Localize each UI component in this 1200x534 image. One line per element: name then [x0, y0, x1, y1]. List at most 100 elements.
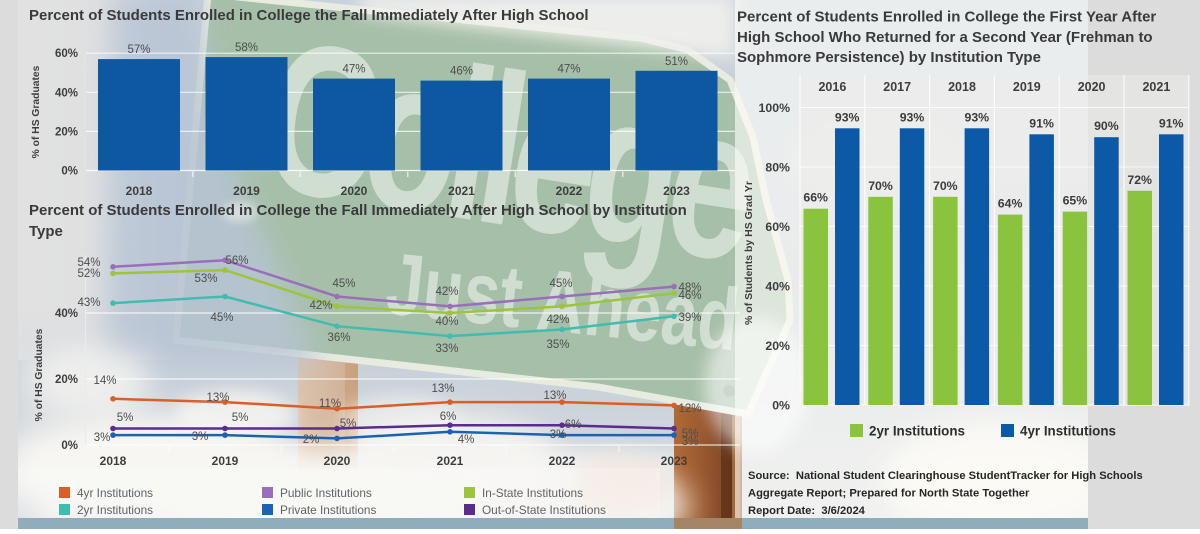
- svg-text:100%: 100%: [759, 101, 791, 115]
- svg-text:13%: 13%: [543, 390, 566, 402]
- svg-text:% of Students by HS Grad Yr: % of Students by HS Grad Yr: [743, 181, 755, 325]
- svg-text:5%: 5%: [340, 418, 357, 430]
- svg-text:2023: 2023: [661, 454, 688, 468]
- svg-text:42%: 42%: [546, 314, 569, 326]
- svg-text:60%: 60%: [55, 48, 78, 60]
- svg-text:66%: 66%: [803, 191, 828, 205]
- svg-text:0%: 0%: [772, 399, 790, 413]
- svg-text:93%: 93%: [900, 110, 925, 124]
- svg-text:40%: 40%: [55, 308, 78, 320]
- svg-text:48%: 48%: [678, 282, 701, 294]
- svg-text:40%: 40%: [435, 316, 458, 328]
- svg-text:54%: 54%: [77, 257, 100, 269]
- svg-text:2016: 2016: [818, 80, 846, 94]
- svg-text:Percent of Students Enrolled i: Percent of Students Enrolled in College …: [29, 7, 589, 24]
- svg-text:2018: 2018: [100, 454, 127, 468]
- svg-text:12%: 12%: [678, 403, 701, 415]
- svg-text:5%: 5%: [682, 428, 699, 440]
- svg-text:3%: 3%: [192, 431, 209, 443]
- svg-text:2018: 2018: [126, 184, 153, 198]
- svg-text:20%: 20%: [55, 374, 78, 386]
- svg-text:80%: 80%: [765, 161, 790, 175]
- svg-text:0%: 0%: [61, 440, 78, 452]
- svg-text:Percent of Students Enrolled i: Percent of Students Enrolled in College …: [29, 202, 687, 219]
- svg-text:46%: 46%: [450, 66, 473, 78]
- svg-text:93%: 93%: [964, 110, 989, 124]
- svg-text:47%: 47%: [557, 64, 580, 76]
- svg-text:35%: 35%: [546, 339, 569, 351]
- svg-text:Source: National Student Clea: Source: National Student Clearinghouse S…: [748, 470, 1143, 482]
- svg-text:High School Who Returned for a: High School Who Returned for a Second Ye…: [737, 29, 1153, 46]
- svg-text:2022: 2022: [549, 454, 576, 468]
- svg-text:20%: 20%: [765, 339, 790, 353]
- svg-text:4%: 4%: [458, 434, 475, 446]
- svg-text:93%: 93%: [835, 110, 860, 124]
- svg-text:4yr Institutions: 4yr Institutions: [1020, 424, 1116, 439]
- svg-text:Private Institutions: Private Institutions: [280, 503, 376, 517]
- svg-text:2023: 2023: [663, 184, 690, 198]
- svg-text:4yr Institutions: 4yr Institutions: [77, 486, 153, 500]
- svg-text:36%: 36%: [327, 332, 350, 344]
- svg-text:% of HS Graduates: % of HS Graduates: [34, 328, 45, 421]
- svg-text:64%: 64%: [998, 197, 1023, 211]
- svg-text:3%: 3%: [682, 436, 699, 448]
- svg-text:2019: 2019: [233, 184, 260, 198]
- svg-text:46%: 46%: [678, 290, 701, 302]
- svg-text:2019: 2019: [212, 454, 239, 468]
- svg-text:Aggregate Report; Prepared for: Aggregate Report; Prepared for North Sta…: [748, 488, 1030, 500]
- svg-text:57%: 57%: [127, 44, 150, 56]
- svg-text:5%: 5%: [117, 412, 134, 424]
- svg-text:58%: 58%: [235, 42, 258, 54]
- svg-text:91%: 91%: [1159, 116, 1184, 130]
- svg-text:33%: 33%: [435, 343, 458, 355]
- svg-text:6%: 6%: [440, 411, 457, 423]
- svg-text:2%: 2%: [303, 434, 320, 446]
- svg-text:40%: 40%: [765, 280, 790, 294]
- svg-text:20%: 20%: [55, 126, 78, 138]
- svg-text:11%: 11%: [319, 398, 341, 410]
- svg-text:6%: 6%: [565, 419, 582, 431]
- svg-text:45%: 45%: [549, 278, 572, 290]
- svg-text:56%: 56%: [225, 255, 248, 267]
- svg-text:3%: 3%: [94, 432, 111, 444]
- svg-text:45%: 45%: [332, 278, 355, 290]
- svg-text:43%: 43%: [77, 297, 100, 309]
- svg-text:90%: 90%: [1094, 119, 1119, 133]
- svg-text:Sophmore Persistence) by Insti: Sophmore Persistence) by Institution Typ…: [737, 49, 1041, 66]
- svg-text:2020: 2020: [1078, 80, 1106, 94]
- svg-text:53%: 53%: [194, 273, 217, 285]
- svg-text:Out-of-State Institutions: Out-of-State Institutions: [482, 503, 606, 517]
- svg-text:42%: 42%: [309, 300, 332, 312]
- svg-text:2017: 2017: [883, 80, 911, 94]
- svg-text:52%: 52%: [77, 268, 100, 280]
- svg-text:65%: 65%: [1063, 194, 1088, 208]
- svg-text:2yr Institutions: 2yr Institutions: [869, 424, 965, 439]
- svg-text:3%: 3%: [550, 429, 567, 441]
- svg-text:Percent of Students Enrolled i: Percent of Students Enrolled in College …: [737, 9, 1156, 26]
- svg-text:13%: 13%: [431, 383, 454, 395]
- svg-text:45%: 45%: [210, 312, 233, 324]
- svg-text:2021: 2021: [1142, 80, 1170, 94]
- svg-text:14%: 14%: [93, 375, 116, 387]
- svg-text:2yr Institutions: 2yr Institutions: [77, 503, 153, 517]
- svg-text:Report Date: 3/6/2024: Report Date: 3/6/2024: [748, 505, 866, 517]
- svg-text:Type: Type: [29, 223, 63, 240]
- svg-text:Public Institutions: Public Institutions: [280, 486, 372, 500]
- svg-text:In-State Institutions: In-State Institutions: [482, 486, 583, 500]
- svg-text:72%: 72%: [1127, 173, 1152, 187]
- svg-text:51%: 51%: [665, 56, 688, 68]
- svg-text:91%: 91%: [1029, 116, 1054, 130]
- svg-text:42%: 42%: [435, 286, 458, 298]
- svg-text:2021: 2021: [437, 454, 464, 468]
- svg-text:2018: 2018: [948, 80, 976, 94]
- svg-text:47%: 47%: [342, 64, 365, 76]
- svg-text:60%: 60%: [765, 220, 790, 234]
- svg-text:% of HS Graduates: % of HS Graduates: [31, 65, 42, 158]
- svg-text:2021: 2021: [448, 184, 475, 198]
- svg-text:40%: 40%: [55, 87, 78, 99]
- svg-text:2019: 2019: [1013, 80, 1041, 94]
- svg-text:13%: 13%: [206, 392, 229, 404]
- svg-text:70%: 70%: [933, 179, 958, 193]
- svg-text:39%: 39%: [678, 312, 701, 324]
- svg-text:2020: 2020: [324, 454, 351, 468]
